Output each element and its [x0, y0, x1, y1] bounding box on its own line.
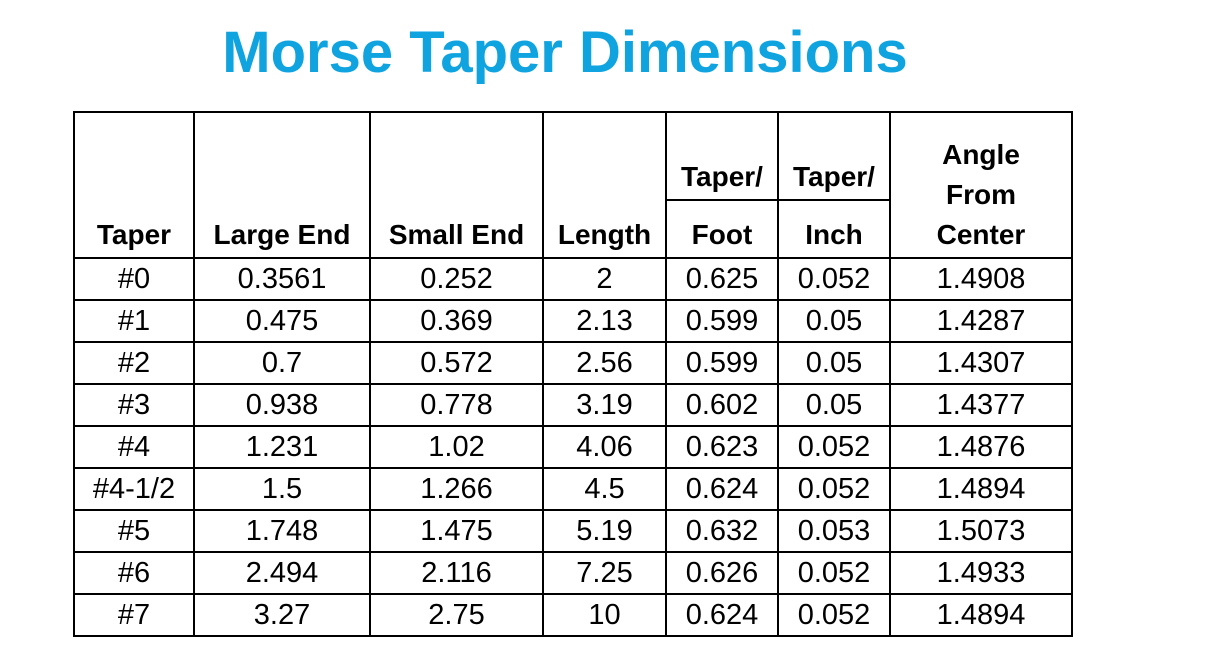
cell-angle-from-center: 1.4894 — [889, 593, 1073, 637]
cell-angle-from-center: 1.4876 — [889, 425, 1073, 469]
cell-taper: #0 — [73, 257, 195, 301]
cell-small-end: 0.778 — [369, 383, 544, 427]
cell-taper-per-foot: 0.599 — [665, 341, 779, 385]
table-row: #7 3.27 2.75 10 0.624 0.052 1.4894 — [73, 593, 1073, 637]
cell-small-end: 1.02 — [369, 425, 544, 469]
cell-length: 5.19 — [542, 509, 667, 553]
cell-angle-from-center: 1.4377 — [889, 383, 1073, 427]
cell-taper-per-inch: 0.052 — [777, 425, 891, 469]
table-row: #6 2.494 2.116 7.25 0.626 0.052 1.4933 — [73, 551, 1073, 595]
table-row: #1 0.475 0.369 2.13 0.599 0.05 1.4287 — [73, 299, 1073, 343]
cell-small-end: 0.252 — [369, 257, 544, 301]
cell-taper-per-foot: 0.599 — [665, 299, 779, 343]
cell-small-end: 0.572 — [369, 341, 544, 385]
cell-taper: #4 — [73, 425, 195, 469]
cell-taper-per-foot: 0.624 — [665, 467, 779, 511]
cell-taper: #3 — [73, 383, 195, 427]
cell-taper: #2 — [73, 341, 195, 385]
cell-taper-per-inch: 0.05 — [777, 341, 891, 385]
cell-large-end: 0.475 — [193, 299, 371, 343]
header-taper-foot-top: Taper/ — [665, 111, 779, 201]
cell-taper-per-foot: 0.626 — [665, 551, 779, 595]
header-taper-inch-top: Taper/ — [777, 111, 891, 201]
cell-small-end: 1.266 — [369, 467, 544, 511]
header-length: Length — [542, 111, 667, 259]
cell-taper-per-inch: 0.052 — [777, 551, 891, 595]
cell-length: 3.19 — [542, 383, 667, 427]
header-row-2: Foot Inch — [74, 199, 1072, 259]
page-title: Morse Taper Dimensions — [222, 20, 908, 85]
cell-length: 10 — [542, 593, 667, 637]
cell-length: 2.13 — [542, 299, 667, 343]
cell-taper-per-inch: 0.053 — [777, 509, 891, 553]
cell-large-end: 1.748 — [193, 509, 371, 553]
cell-taper: #4-1/2 — [73, 467, 195, 511]
table-row: #5 1.748 1.475 5.19 0.632 0.053 1.5073 — [73, 509, 1073, 553]
cell-taper: #1 — [73, 299, 195, 343]
cell-taper: #5 — [73, 509, 195, 553]
morse-taper-table: Taper Large End Small End Length Taper/ … — [73, 111, 1073, 637]
cell-taper-per-inch: 0.05 — [777, 383, 891, 427]
cell-taper-per-foot: 0.624 — [665, 593, 779, 637]
cell-angle-from-center: 1.4933 — [889, 551, 1073, 595]
cell-length: 2.56 — [542, 341, 667, 385]
cell-angle-from-center: 1.4908 — [889, 257, 1073, 301]
cell-taper: #6 — [73, 551, 195, 595]
cell-taper-per-foot: 0.602 — [665, 383, 779, 427]
cell-taper-per-foot: 0.632 — [665, 509, 779, 553]
cell-large-end: 0.938 — [193, 383, 371, 427]
cell-taper-per-inch: 0.052 — [777, 257, 891, 301]
cell-length: 4.5 — [542, 467, 667, 511]
cell-taper-per-inch: 0.05 — [777, 299, 891, 343]
header-taper-inch-bottom: Inch — [777, 199, 891, 259]
header-taper: Taper — [73, 111, 195, 259]
header-large-end: Large End — [193, 111, 371, 259]
header-small-end: Small End — [369, 111, 544, 259]
cell-angle-from-center: 1.4894 — [889, 467, 1073, 511]
cell-angle-from-center: 1.5073 — [889, 509, 1073, 553]
cell-angle-from-center: 1.4307 — [889, 341, 1073, 385]
cell-angle-from-center: 1.4287 — [889, 299, 1073, 343]
header-row: Taper Large End Small End Length Taper/ … — [73, 111, 1073, 259]
table-row: #4-1/2 1.5 1.266 4.5 0.624 0.052 1.4894 — [73, 467, 1073, 511]
table-row: #0 0.3561 0.252 2 0.625 0.052 1.4908 — [73, 257, 1073, 301]
table-row: #3 0.938 0.778 3.19 0.602 0.05 1.4377 — [73, 383, 1073, 427]
cell-large-end: 0.7 — [193, 341, 371, 385]
header-taper-foot-bottom: Foot — [665, 199, 779, 259]
cell-large-end: 0.3561 — [193, 257, 371, 301]
cell-length: 2 — [542, 257, 667, 301]
cell-small-end: 1.475 — [369, 509, 544, 553]
cell-taper: #7 — [73, 593, 195, 637]
header-angle-line2: From — [946, 179, 1016, 210]
cell-taper-per-inch: 0.052 — [777, 593, 891, 637]
cell-small-end: 2.75 — [369, 593, 544, 637]
cell-taper-per-foot: 0.623 — [665, 425, 779, 469]
cell-taper-per-foot: 0.625 — [665, 257, 779, 301]
table-body: #0 0.3561 0.252 2 0.625 0.052 1.4908 #1 0.475 0.3… — [73, 257, 1073, 637]
cell-small-end: 2.116 — [369, 551, 544, 595]
table-row: #4 1.231 1.02 4.06 0.623 0.052 1.4876 — [73, 425, 1073, 469]
cell-large-end: 1.5 — [193, 467, 371, 511]
header-angle: Angle From Center — [889, 111, 1073, 259]
cell-length: 4.06 — [542, 425, 667, 469]
cell-large-end: 2.494 — [193, 551, 371, 595]
cell-large-end: 1.231 — [193, 425, 371, 469]
table-row: #2 0.7 0.572 2.56 0.599 0.05 1.4307 — [73, 341, 1073, 385]
cell-small-end: 0.369 — [369, 299, 544, 343]
header-angle-line3: Center — [936, 219, 1026, 250]
cell-large-end: 3.27 — [193, 593, 371, 637]
cell-length: 7.25 — [542, 551, 667, 595]
cell-taper-per-inch: 0.052 — [777, 467, 891, 511]
header-angle-line1: Angle — [942, 139, 1020, 170]
